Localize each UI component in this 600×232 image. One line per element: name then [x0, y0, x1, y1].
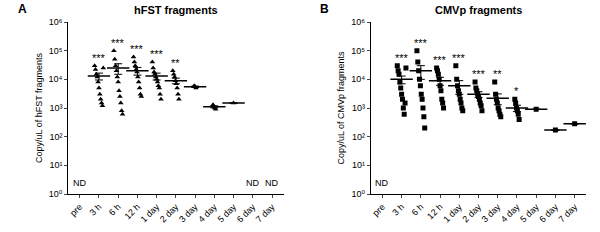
svg-text:***: *** — [433, 54, 447, 66]
svg-text:10⁴: 10⁴ — [49, 74, 63, 84]
svg-text:10⁵: 10⁵ — [49, 46, 63, 56]
svg-text:3 h: 3 h — [390, 202, 406, 218]
svg-text:10²: 10² — [352, 132, 365, 142]
svg-text:10⁰: 10⁰ — [49, 189, 63, 199]
svg-text:***: *** — [111, 37, 125, 49]
svg-text:4 day: 4 day — [499, 201, 522, 224]
svg-text:12 h: 12 h — [425, 202, 444, 221]
svg-text:***: *** — [92, 52, 106, 64]
svg-text:pre: pre — [371, 202, 387, 218]
svg-text:*: * — [514, 85, 519, 97]
svg-text:10⁶: 10⁶ — [351, 17, 365, 27]
svg-text:12 h: 12 h — [123, 202, 142, 221]
svg-text:B: B — [320, 2, 329, 16]
svg-text:10¹: 10¹ — [49, 160, 62, 170]
svg-text:**: ** — [171, 57, 180, 69]
svg-text:6 h: 6 h — [410, 202, 426, 218]
svg-text:10⁵: 10⁵ — [351, 46, 365, 56]
svg-text:5 day: 5 day — [518, 201, 541, 224]
svg-text:10⁴: 10⁴ — [351, 74, 365, 84]
svg-text:A: A — [18, 2, 27, 16]
svg-text:1 day: 1 day — [139, 201, 162, 224]
svg-text:10¹: 10¹ — [352, 160, 365, 170]
svg-text:ND: ND — [246, 178, 259, 188]
svg-text:2 day: 2 day — [158, 201, 181, 224]
svg-text:Copy/uL of hFST fragments: Copy/uL of hFST fragments — [34, 52, 44, 163]
svg-text:***: *** — [150, 48, 164, 60]
svg-text:10²: 10² — [49, 132, 62, 142]
svg-text:Copy/uL of CMVp fragments: Copy/uL of CMVp fragments — [336, 51, 346, 165]
svg-text:CMVp fragments: CMVp fragments — [435, 4, 522, 16]
svg-text:***: *** — [472, 68, 486, 80]
svg-text:7 day: 7 day — [254, 201, 277, 224]
svg-text:ND: ND — [73, 178, 86, 188]
svg-text:4 day: 4 day — [196, 201, 219, 224]
svg-text:10⁰: 10⁰ — [351, 189, 365, 199]
svg-text:3 h: 3 h — [88, 202, 104, 218]
svg-text:***: *** — [395, 52, 409, 64]
svg-text:6 day: 6 day — [537, 201, 560, 224]
svg-text:6 day: 6 day — [235, 201, 258, 224]
svg-text:hFST fragments: hFST fragments — [134, 4, 218, 16]
svg-text:***: *** — [414, 37, 428, 49]
svg-text:10³: 10³ — [49, 103, 62, 113]
svg-text:10³: 10³ — [352, 103, 365, 113]
svg-text:***: *** — [452, 52, 466, 64]
svg-text:7 day: 7 day — [557, 201, 580, 224]
svg-text:1 day: 1 day — [441, 201, 464, 224]
svg-text:2 day: 2 day — [460, 201, 483, 224]
svg-text:***: *** — [130, 43, 144, 55]
svg-text:**: ** — [493, 68, 502, 80]
svg-text:ND: ND — [265, 178, 278, 188]
svg-text:6 h: 6 h — [107, 202, 123, 218]
svg-text:3 day: 3 day — [177, 201, 200, 224]
svg-text:10⁶: 10⁶ — [49, 17, 63, 27]
svg-text:pre: pre — [68, 202, 84, 218]
svg-text:ND: ND — [375, 178, 388, 188]
svg-text:3 day: 3 day — [480, 201, 503, 224]
svg-text:5 day: 5 day — [215, 201, 238, 224]
